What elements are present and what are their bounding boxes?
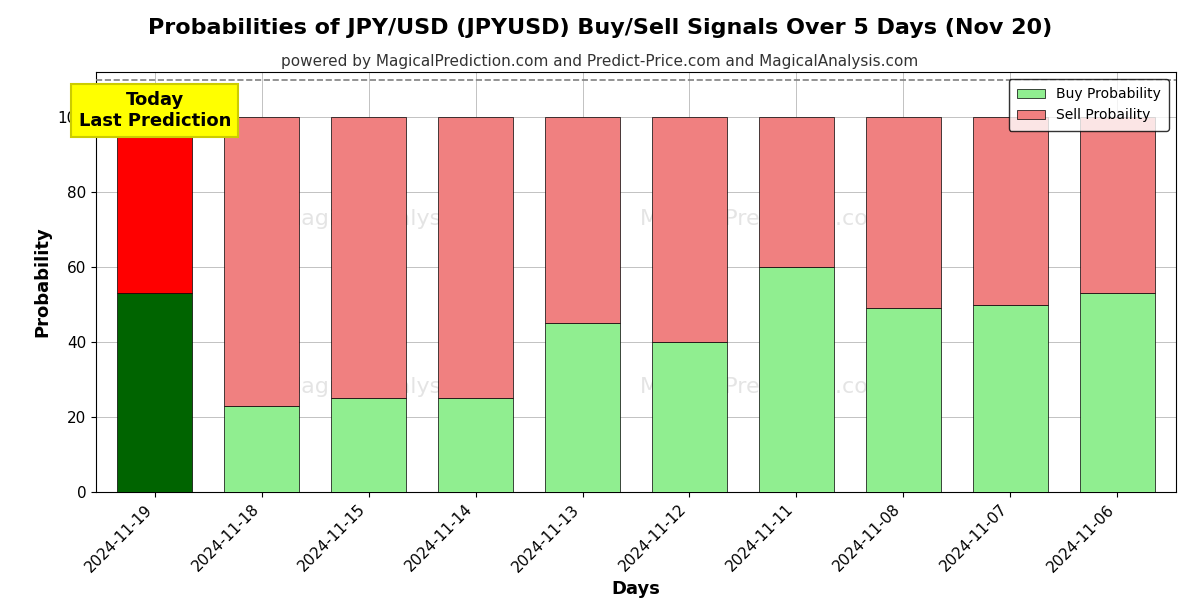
- Text: MagicalPrediction.com: MagicalPrediction.com: [641, 209, 890, 229]
- Bar: [331, 398, 406, 492]
- Bar: [973, 117, 1048, 304]
- Text: Today
Last Prediction: Today Last Prediction: [79, 91, 230, 130]
- Bar: [118, 293, 192, 492]
- Bar: [758, 117, 834, 267]
- X-axis label: Days: Days: [612, 580, 660, 598]
- Bar: [758, 267, 834, 492]
- Bar: [438, 117, 514, 398]
- Bar: [438, 398, 514, 492]
- Text: MagicalPrediction.com: MagicalPrediction.com: [641, 377, 890, 397]
- Text: Probabilities of JPY/USD (JPYUSD) Buy/Sell Signals Over 5 Days (Nov 20): Probabilities of JPY/USD (JPYUSD) Buy/Se…: [148, 18, 1052, 38]
- Bar: [118, 117, 192, 293]
- Bar: [1080, 117, 1154, 293]
- Bar: [545, 117, 620, 323]
- Legend: Buy Probability, Sell Probaility: Buy Probability, Sell Probaility: [1009, 79, 1169, 131]
- Bar: [866, 117, 941, 308]
- Bar: [973, 304, 1048, 492]
- Bar: [652, 342, 727, 492]
- Y-axis label: Probability: Probability: [34, 227, 52, 337]
- Text: MagicalAnalysis.com: MagicalAnalysis.com: [282, 377, 515, 397]
- Bar: [1080, 293, 1154, 492]
- Text: powered by MagicalPrediction.com and Predict-Price.com and MagicalAnalysis.com: powered by MagicalPrediction.com and Pre…: [281, 54, 919, 69]
- Bar: [224, 406, 299, 492]
- Bar: [331, 117, 406, 398]
- Text: MagicalAnalysis.com: MagicalAnalysis.com: [282, 209, 515, 229]
- Bar: [545, 323, 620, 492]
- Bar: [224, 117, 299, 406]
- Bar: [866, 308, 941, 492]
- Bar: [652, 117, 727, 342]
